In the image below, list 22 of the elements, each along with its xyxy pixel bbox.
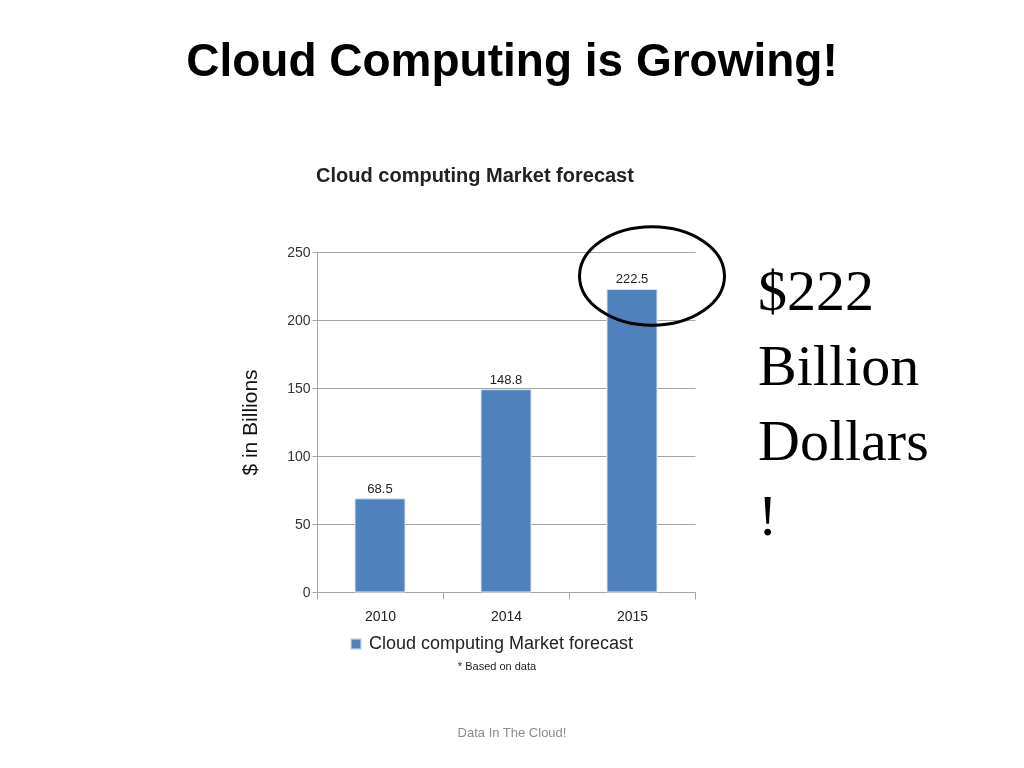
y-tick-label: 250 [287, 243, 311, 260]
y-axis-title: $ in Billions [238, 369, 262, 476]
chart-subtitle: Cloud computing Market forecast [316, 164, 635, 186]
y-tick-label: 0 [302, 583, 311, 600]
x-tick-label: 2014 [490, 607, 523, 624]
text: Data In The Cloud! [457, 725, 567, 740]
bar [354, 498, 406, 593]
data-label: 68.5 [367, 480, 393, 496]
text: $222 Billion Dollars ! [758, 258, 929, 548]
chart-title: Cloud Computing is Growing! [186, 34, 838, 86]
legend-label: Cloud computing Market forecast [369, 633, 634, 653]
y-tick-label: 50 [294, 515, 311, 532]
y-tick-label: 100 [287, 447, 311, 464]
y-tick-label: 150 [287, 379, 311, 396]
y-tick-label: 200 [287, 311, 311, 328]
bar [606, 288, 658, 593]
data-label: 222.5 [615, 271, 649, 287]
text: * Based on data [457, 660, 538, 672]
data-label: 148.8 [489, 371, 523, 387]
bar [480, 389, 532, 593]
x-tick-label: 2015 [616, 607, 649, 624]
x-tick-label: 2010 [364, 607, 397, 624]
